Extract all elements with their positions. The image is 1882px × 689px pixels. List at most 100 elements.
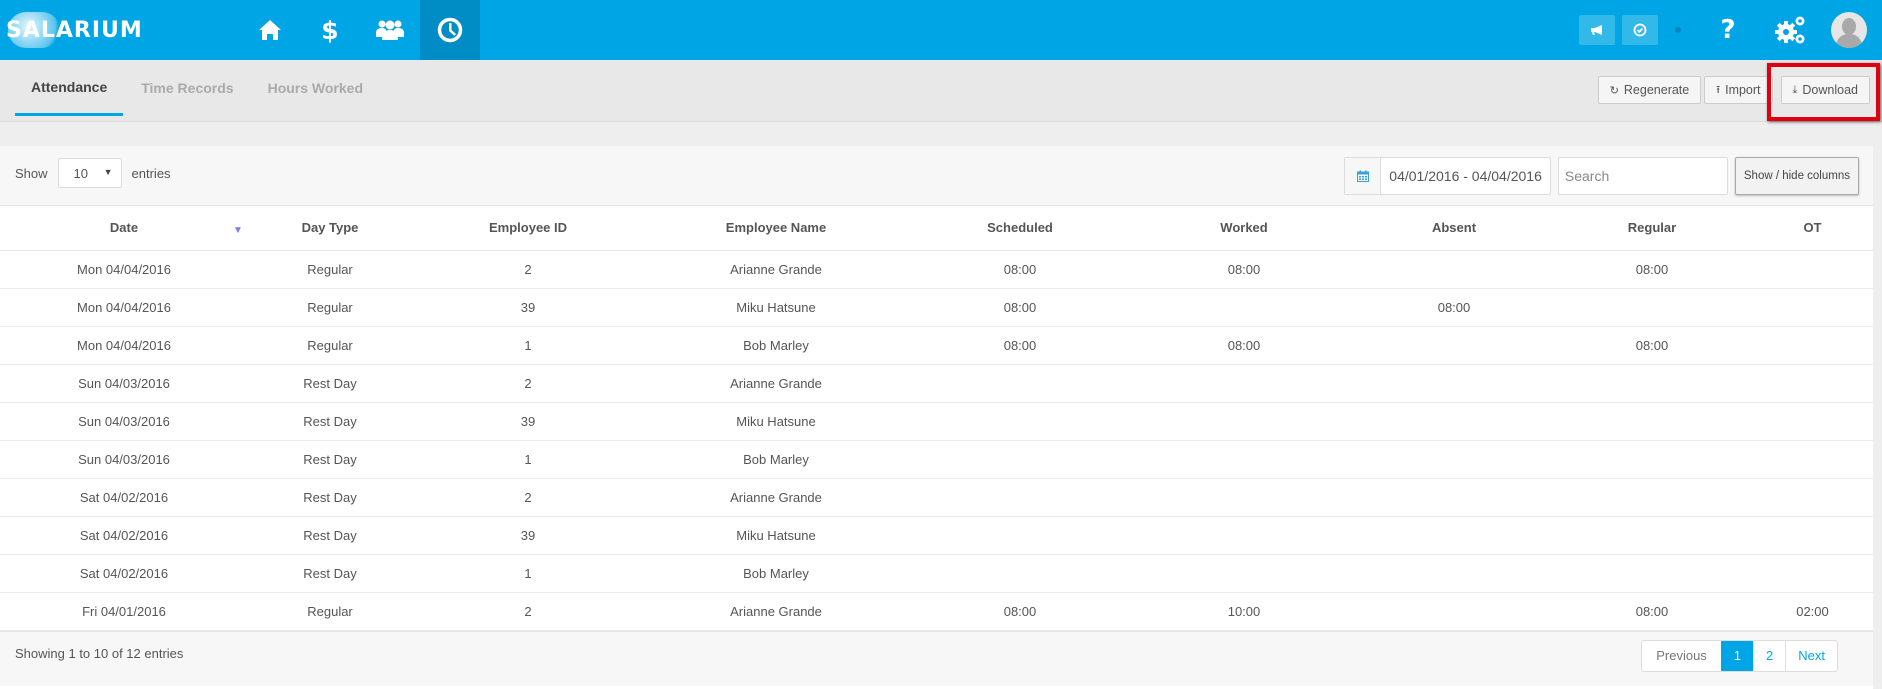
column-header-worked[interactable]: Worked [1132,206,1356,251]
entries-per-page-select[interactable]: 10 ▼ [57,158,122,188]
table-row[interactable]: Sun 04/03/2016 Rest Day 2 Arianne Grande [0,364,1873,403]
cell-employee-id: 2 [412,250,644,289]
cell-employee-name: Arianne Grande [644,478,908,517]
svg-text:$: $ [322,17,338,43]
tab-attendance[interactable]: Attendance [15,60,124,116]
show-hide-columns-button[interactable]: Show / hide columns [1734,157,1859,195]
table-row[interactable]: Sun 04/03/2016 Rest Day 1 Bob Marley [0,440,1873,479]
action-buttons: ↻ Regenerate ⭱ Import ⤓ Download [1595,76,1870,104]
import-button[interactable]: ⭱ Import [1704,76,1773,104]
cell-absent [1356,440,1552,479]
sort-desc-icon: ▼ [233,225,243,236]
table-row[interactable]: Sat 04/02/2016 Rest Day 1 Bob Marley [0,554,1873,593]
main-nav: $ [240,0,480,60]
nav-time-attendance[interactable] [420,0,480,60]
cell-employee-id: 2 [412,478,644,517]
column-header-date[interactable]: Date ▼ [0,206,248,251]
cell-absent [1356,478,1552,517]
column-header-regular[interactable]: Regular [1552,206,1752,251]
top-navbar: SALARIUM $ ? [0,0,1882,60]
help-button[interactable]: ? [1720,15,1736,45]
announcements-button[interactable] [1579,15,1615,45]
dollar-icon: $ [322,17,338,43]
cell-regular [1552,440,1752,479]
column-header-ot[interactable]: OT [1752,206,1873,251]
pagination: Previous 1 2 Next [1641,639,1838,672]
table-row[interactable]: Mon 04/04/2016 Regular 1 Bob Marley 08:00 08:… [0,326,1873,365]
table-row[interactable]: Fri 04/01/2016 Regular 2 Arianne Grande 08:0… [0,592,1873,631]
column-header-day-type[interactable]: Day Type [248,206,412,251]
regenerate-button[interactable]: ↻ Regenerate [1597,76,1702,104]
nav-payroll[interactable]: $ [300,0,360,60]
cell-worked: 10:00 [1132,592,1356,631]
entries-length: Show 10 ▼ entries [15,158,171,188]
attendance-table-panel: Show 10 ▼ entries 04/01/2016 - 04/04/201… [0,146,1873,689]
cell-employee-id: 39 [412,288,644,327]
cell-date: Sun 04/03/2016 [0,440,248,479]
cell-scheduled [908,364,1132,403]
cell-worked [1132,478,1356,517]
cell-regular: 08:00 [1552,326,1752,365]
date-range-picker[interactable]: 04/01/2016 - 04/04/2016 [1344,157,1551,195]
nav-employees[interactable] [360,0,420,60]
cell-regular: 08:00 [1552,250,1752,289]
cell-worked: 08:00 [1132,326,1356,365]
previous-page-button[interactable]: Previous [1656,648,1707,663]
show-label: Show [15,165,48,181]
cell-employee-name: Arianne Grande [644,250,908,289]
table-row[interactable]: Sat 04/02/2016 Rest Day 2 Arianne Grande [0,478,1873,517]
table-row[interactable]: Mon 04/04/2016 Regular 39 Miku Hatsune 08:00… [0,288,1873,327]
megaphone-icon [1591,25,1602,35]
cell-worked [1132,554,1356,593]
salarium-logo[interactable]: SALARIUM [2,10,143,50]
table-row[interactable]: Mon 04/04/2016 Regular 2 Arianne Grande 08:0… [0,250,1873,289]
entries-per-page-value: 10 [73,166,88,181]
users-icon [376,20,404,40]
cell-ot [1752,326,1873,365]
table-footer: Showing 1 to 10 of 12 entries Previous 1… [0,630,1873,686]
table-row[interactable]: Sat 04/02/2016 Rest Day 39 Miku Hatsune [0,516,1873,555]
page-2-button[interactable]: 2 [1753,640,1785,671]
cell-worked [1132,364,1356,403]
refresh-icon: ↻ [1609,84,1619,97]
cell-employee-name: Bob Marley [644,440,908,479]
cell-day-type: Regular [248,250,412,289]
cell-scheduled [908,440,1132,479]
column-header-scheduled[interactable]: Scheduled [908,206,1132,251]
column-header-employee-id[interactable]: Employee ID [412,206,644,251]
page-1-button[interactable]: 1 [1720,640,1754,671]
cell-ot [1752,478,1873,517]
cell-ot [1752,440,1873,479]
cell-day-type: Rest Day [248,478,412,517]
nav-home[interactable] [240,0,300,60]
cell-day-type: Rest Day [248,402,412,441]
column-header-absent[interactable]: Absent [1356,206,1552,251]
cell-employee-id: 1 [412,326,644,365]
calendar-icon[interactable] [1345,158,1382,194]
download-button[interactable]: ⤓ Download [1780,76,1870,104]
cell-worked [1132,402,1356,441]
cell-date: Sat 04/02/2016 [0,516,248,555]
entries-label: entries [131,165,171,181]
tasks-button[interactable] [1622,15,1658,45]
table-info: Showing 1 to 10 of 12 entries [15,645,184,661]
avatar-body-icon [1836,34,1862,48]
tab-time-records[interactable]: Time Records [141,80,234,96]
attendance-tabs: Attendance Time Records Hours Worked [15,60,381,122]
search-input[interactable] [1557,157,1728,195]
cell-scheduled: 08:00 [908,592,1132,631]
cell-day-type: Rest Day [248,364,412,403]
gears-icon[interactable] [1773,12,1809,48]
table-row[interactable]: Sun 04/03/2016 Rest Day 39 Miku Hatsune [0,402,1873,441]
status-dot-icon [1675,27,1681,33]
cell-absent [1356,326,1552,365]
date-range-value: 04/01/2016 - 04/04/2016 [1389,168,1542,184]
cell-scheduled: 08:00 [908,250,1132,289]
column-header-employee-name[interactable]: Employee Name [644,206,908,251]
home-icon [259,20,281,40]
cell-day-type: Rest Day [248,554,412,593]
logo-text: SALARIUM [6,17,143,43]
next-page-button[interactable]: Next [1785,640,1837,671]
tab-hours-worked[interactable]: Hours Worked [267,80,364,96]
user-avatar[interactable] [1831,12,1867,48]
